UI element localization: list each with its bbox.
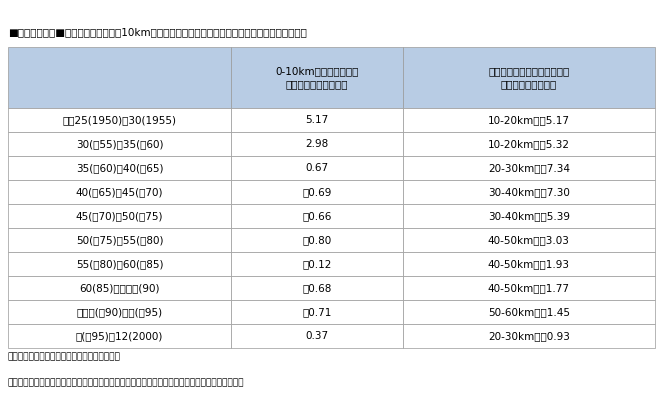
FancyBboxPatch shape: [402, 156, 655, 180]
Text: 人口増加がピークの距離帯と
その年増加率（％）: 人口増加がピークの距離帯と その年増加率（％）: [488, 66, 570, 89]
Text: 40-50km圏　1.77: 40-50km圏 1.77: [488, 283, 570, 293]
Text: 30(　55)〜35(　60): 30( 55)〜35( 60): [76, 139, 163, 149]
Text: ２　東京駅と各市区町村の役所・役場との直線距離帯別に，当該市区町村の人口を集計。: ２ 東京駅と各市区町村の役所・役場との直線距離帯別に，当該市区町村の人口を集計。: [8, 378, 245, 387]
FancyBboxPatch shape: [402, 276, 655, 300]
FancyBboxPatch shape: [402, 324, 655, 348]
FancyBboxPatch shape: [402, 252, 655, 276]
Text: 20-30km圏　7.34: 20-30km圏 7.34: [488, 163, 570, 173]
Text: 0.67: 0.67: [306, 163, 328, 173]
FancyBboxPatch shape: [402, 132, 655, 156]
Text: （注）　１　各年次の国勢調査に基づき作成。: （注） １ 各年次の国勢調査に基づき作成。: [8, 352, 121, 361]
FancyBboxPatch shape: [402, 228, 655, 252]
Text: 55(　80)〜60(　85): 55( 80)〜60( 85): [76, 259, 163, 269]
FancyBboxPatch shape: [8, 276, 231, 300]
FancyBboxPatch shape: [231, 47, 402, 108]
Text: 20-30km圏　0.93: 20-30km圏 0.93: [488, 331, 570, 341]
FancyBboxPatch shape: [8, 180, 231, 204]
FancyBboxPatch shape: [402, 47, 655, 108]
FancyBboxPatch shape: [402, 204, 655, 228]
FancyBboxPatch shape: [231, 228, 402, 252]
Text: 10-20km圏　5.17: 10-20km圏 5.17: [488, 115, 570, 125]
FancyBboxPatch shape: [402, 180, 655, 204]
Text: 40-50km圏　1.93: 40-50km圏 1.93: [488, 259, 570, 269]
FancyBboxPatch shape: [231, 108, 402, 132]
FancyBboxPatch shape: [8, 228, 231, 252]
Text: 30-40km圏　5.39: 30-40km圏 5.39: [488, 211, 570, 221]
Text: ７(　95)〜12(2000): ７( 95)〜12(2000): [76, 331, 163, 341]
Text: －0.68: －0.68: [302, 283, 332, 293]
FancyBboxPatch shape: [8, 252, 231, 276]
Text: －0.66: －0.66: [302, 211, 332, 221]
FancyBboxPatch shape: [231, 132, 402, 156]
FancyBboxPatch shape: [231, 180, 402, 204]
FancyBboxPatch shape: [8, 108, 231, 132]
Text: ■表１－４－１■　東京駅からの０－10km帯の人口増加率及び人口増加率がピークの距離帯の推移: ■表１－４－１■ 東京駅からの０－10km帯の人口増加率及び人口増加率がピークの…: [8, 27, 307, 37]
FancyBboxPatch shape: [8, 324, 231, 348]
FancyBboxPatch shape: [231, 204, 402, 228]
FancyBboxPatch shape: [8, 204, 231, 228]
Text: 10-20km圏　5.32: 10-20km圏 5.32: [488, 139, 570, 149]
FancyBboxPatch shape: [231, 324, 402, 348]
Text: 60(85)〜平成２(90): 60(85)〜平成２(90): [80, 283, 160, 293]
Text: 35(　60)〜40(　65): 35( 60)〜40( 65): [76, 163, 163, 173]
Text: 50(　75)〜55(　80): 50( 75)〜55( 80): [76, 235, 163, 245]
Text: 0-10km帯の人口増加率
（年率換算，単位％）: 0-10km帯の人口増加率 （年率換算，単位％）: [275, 66, 359, 89]
FancyBboxPatch shape: [402, 108, 655, 132]
FancyBboxPatch shape: [231, 300, 402, 324]
Text: －0.12: －0.12: [302, 259, 332, 269]
Text: 40(　65)〜45(　70): 40( 65)〜45( 70): [76, 187, 163, 197]
Text: 5.17: 5.17: [306, 115, 329, 125]
FancyBboxPatch shape: [8, 47, 231, 108]
Text: 2.98: 2.98: [306, 139, 329, 149]
FancyBboxPatch shape: [8, 156, 231, 180]
Text: 平成２(　90)〜７(　95): 平成２( 90)〜７( 95): [76, 307, 162, 317]
Text: 45(　70)〜50(　75): 45( 70)〜50( 75): [76, 211, 163, 221]
FancyBboxPatch shape: [231, 276, 402, 300]
Text: －0.80: －0.80: [302, 235, 332, 245]
Text: 40-50km圏　3.03: 40-50km圏 3.03: [488, 235, 570, 245]
FancyBboxPatch shape: [231, 252, 402, 276]
Text: 0.37: 0.37: [306, 331, 328, 341]
Text: 50-60km圏　1.45: 50-60km圏 1.45: [488, 307, 570, 317]
FancyBboxPatch shape: [8, 132, 231, 156]
FancyBboxPatch shape: [402, 300, 655, 324]
Text: －0.71: －0.71: [302, 307, 332, 317]
Text: 昭和25(1950)〜30(1955): 昭和25(1950)〜30(1955): [62, 115, 176, 125]
FancyBboxPatch shape: [231, 156, 402, 180]
FancyBboxPatch shape: [8, 300, 231, 324]
Text: 30-40km圏　7.30: 30-40km圏 7.30: [488, 187, 570, 197]
Text: －0.69: －0.69: [302, 187, 332, 197]
